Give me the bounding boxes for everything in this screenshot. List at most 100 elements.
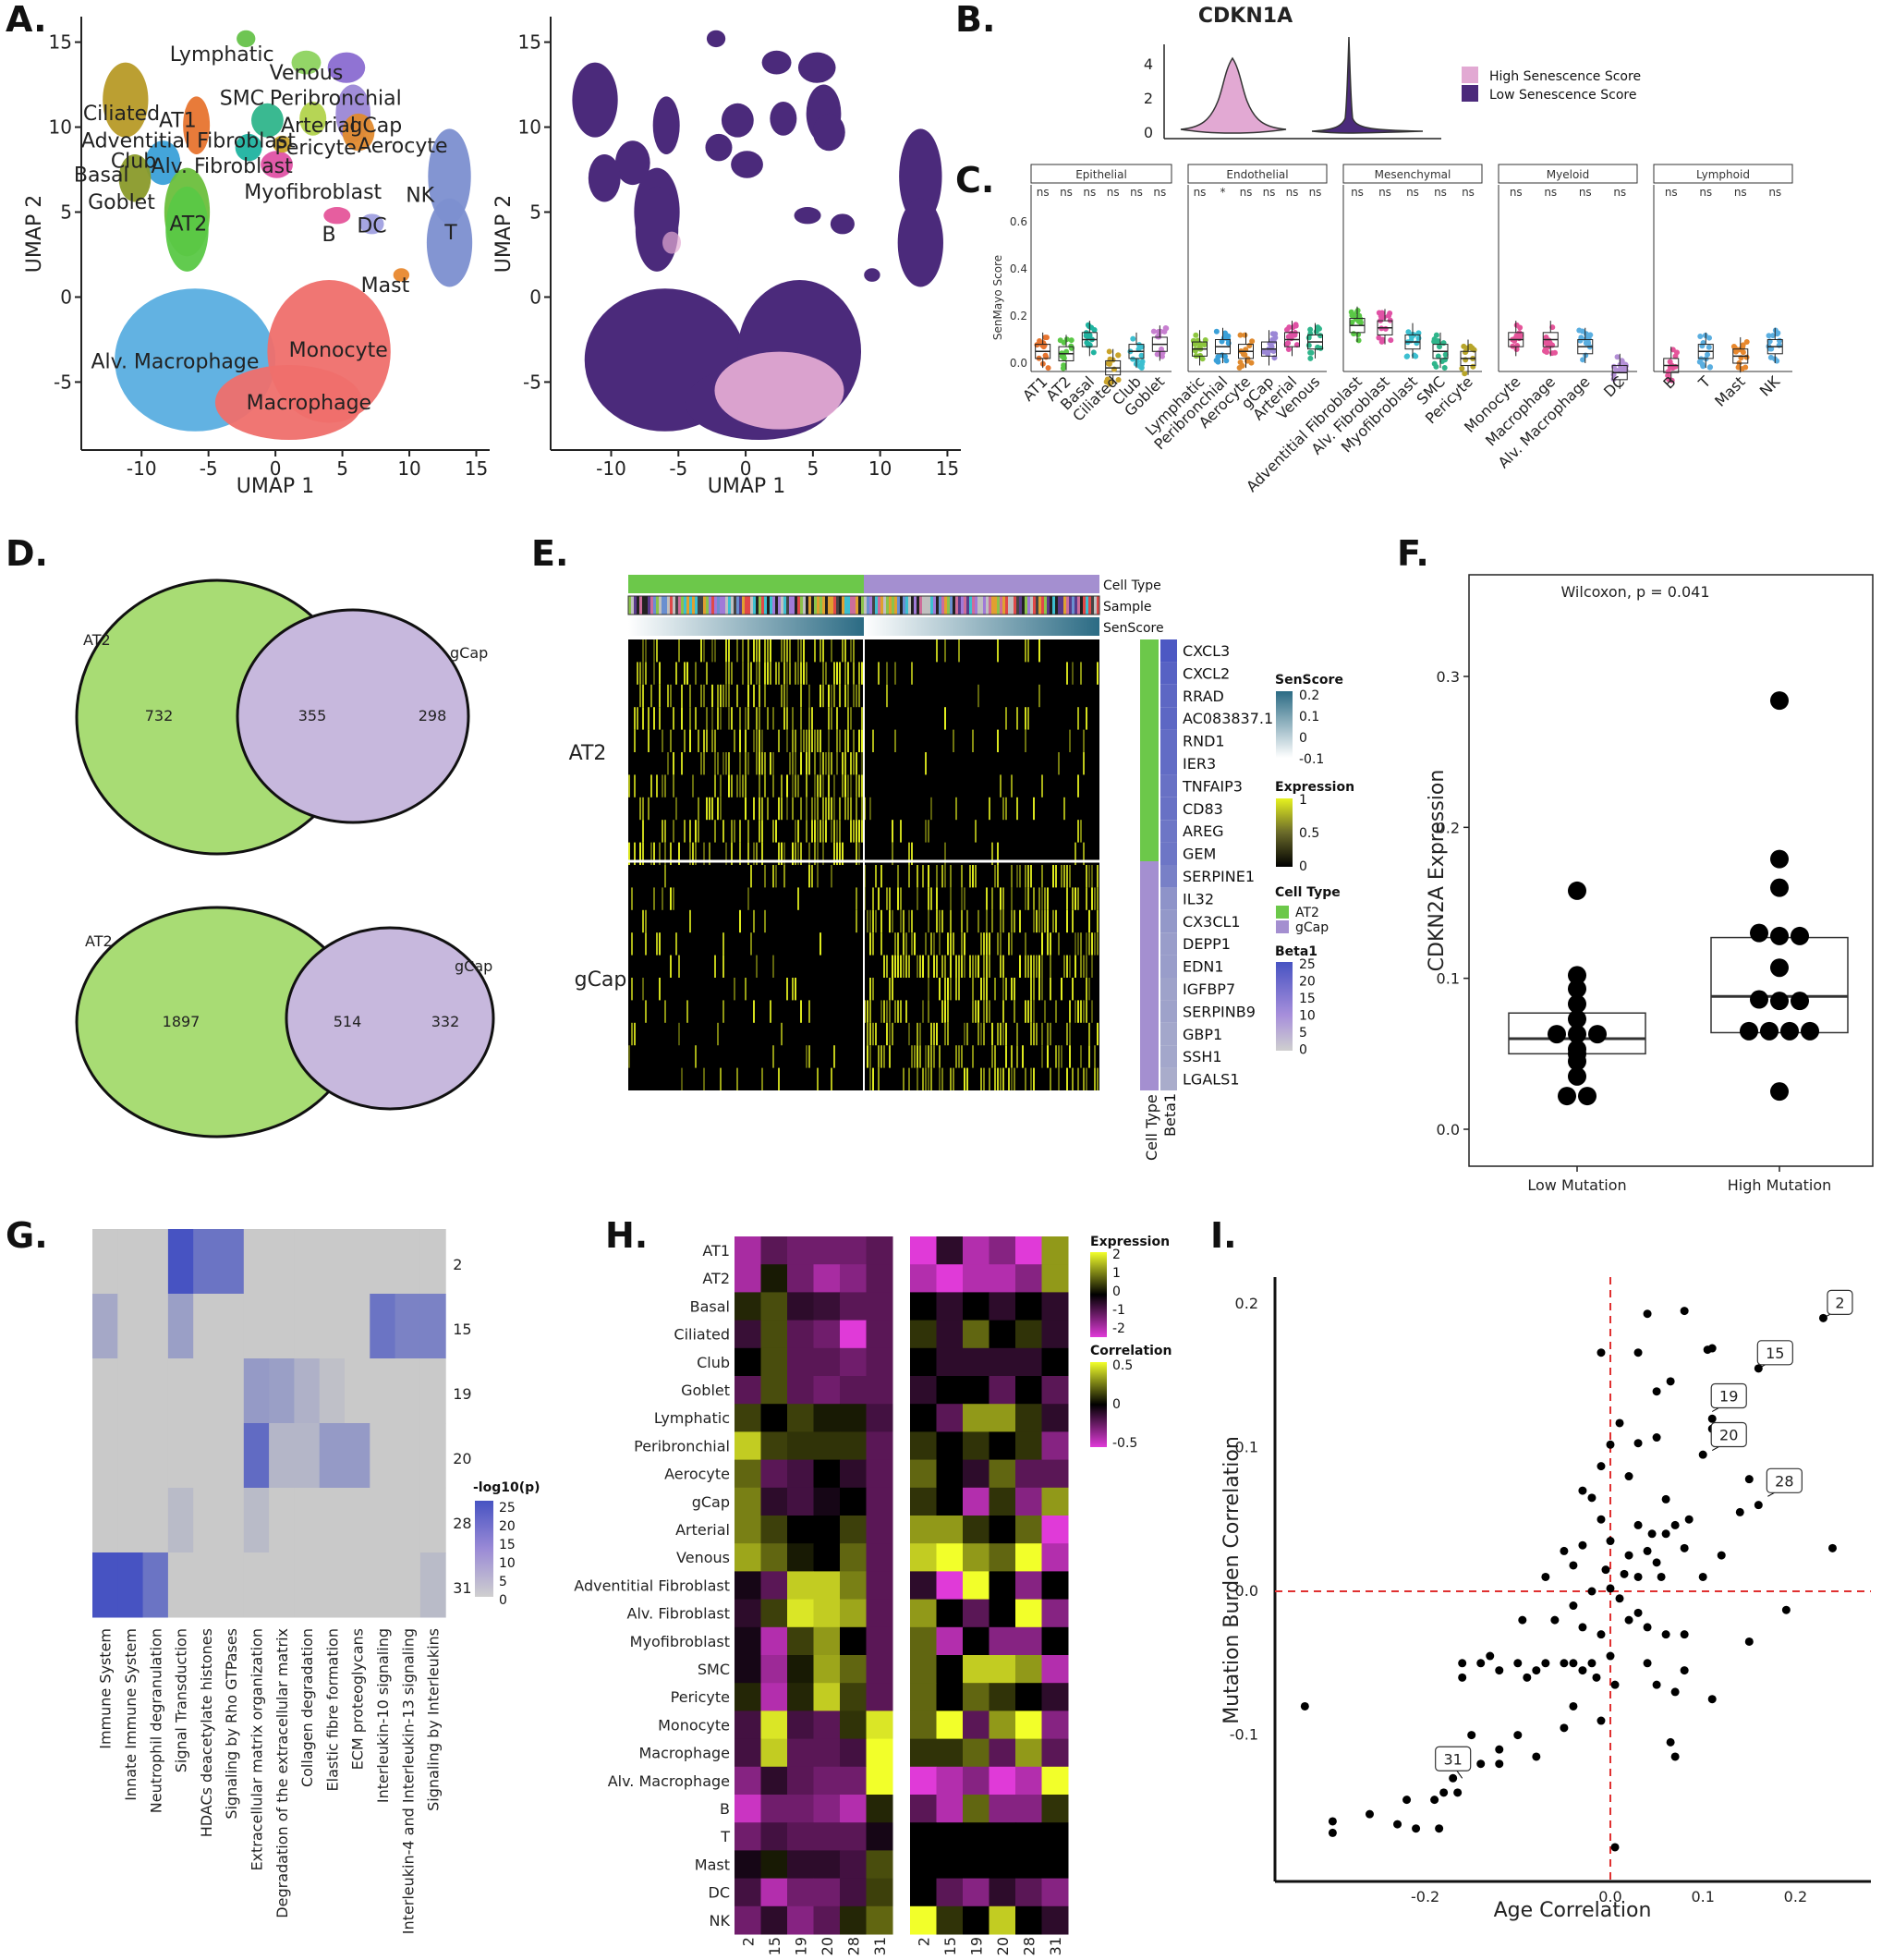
pathway-point — [1647, 1529, 1657, 1539]
beta-cell — [1160, 887, 1177, 910]
expression-cell — [736, 774, 738, 797]
sample-tick — [1061, 596, 1063, 615]
expression-cell — [747, 707, 749, 730]
sample-tick — [678, 596, 681, 615]
data-point — [1085, 334, 1091, 340]
correlation-cell — [1015, 1543, 1042, 1572]
gene-label: CXCL2 — [1183, 664, 1230, 682]
correlation-cell — [936, 1404, 964, 1432]
data-point — [1134, 358, 1140, 364]
correlation-cell — [1041, 1347, 1069, 1377]
violin-ytick: 4 — [1144, 55, 1153, 73]
expression-cell — [664, 1000, 666, 1023]
data-point — [1777, 337, 1783, 344]
expression-cell — [735, 1878, 761, 1907]
expression-cell — [787, 1459, 814, 1489]
expression-cell — [980, 1022, 982, 1046]
expression-cell — [675, 797, 677, 821]
legend-title: Expression — [1090, 1235, 1170, 1249]
expression-cell — [787, 1905, 814, 1935]
expression-cell — [839, 842, 841, 865]
panel-label-A: A. — [6, 0, 47, 40]
pathway-cell — [370, 1294, 396, 1359]
expression-cell — [840, 1347, 867, 1377]
pathway-point — [1569, 1659, 1578, 1668]
pathway-cell — [345, 1488, 370, 1553]
expression-cell — [1088, 909, 1090, 933]
expression-cell — [728, 707, 730, 730]
expression-cell — [670, 887, 672, 910]
pathway-point — [1624, 1615, 1633, 1625]
expression-cell — [936, 1022, 938, 1046]
pathway-cell — [419, 1488, 446, 1553]
expression-cell — [961, 955, 963, 978]
y-tick: 0.1 — [1437, 970, 1460, 988]
expression-cell — [813, 1626, 841, 1656]
expression-cell — [1080, 955, 1082, 978]
cluster-blob — [183, 96, 211, 154]
expression-cell — [731, 707, 733, 730]
correlation-cell — [936, 1459, 964, 1489]
expression-cell — [872, 1067, 874, 1090]
expression-cell — [745, 797, 747, 821]
expression-cell — [856, 797, 857, 821]
expression-cell — [961, 909, 963, 933]
expression-cell — [678, 1022, 680, 1046]
expression-cell — [770, 639, 771, 663]
x-tick: 0.0 — [1598, 1888, 1621, 1905]
expression-cell — [856, 887, 857, 910]
sample-tick — [1088, 596, 1091, 615]
expression-cell — [908, 842, 910, 865]
correlation-cell — [936, 1376, 964, 1405]
expression-cell — [1091, 865, 1093, 888]
expression-cell — [822, 774, 824, 797]
pathway-point — [1532, 1666, 1541, 1675]
umap2-x-label: UMAP 1 — [708, 475, 785, 498]
expression-cell — [844, 684, 846, 708]
correlation-cell — [1041, 1655, 1069, 1684]
pathway-label: Elastic fibre formation — [323, 1628, 341, 1791]
data-point — [1672, 363, 1679, 370]
violin-ytick: 0 — [1144, 124, 1153, 141]
pathway-cell — [345, 1229, 370, 1295]
sample-point — [1770, 958, 1789, 978]
expression-cell — [1038, 909, 1040, 933]
expression-cell — [1083, 842, 1085, 865]
correlation-cell — [989, 1738, 1016, 1768]
expression-cell — [853, 752, 855, 775]
correlation-cell — [910, 1264, 937, 1293]
data-point — [1544, 349, 1550, 356]
sample-tick — [628, 596, 631, 615]
pathway-point — [1476, 1759, 1486, 1769]
expression-cell — [858, 820, 860, 843]
cluster-callout — [1435, 1746, 1472, 1771]
sample-tick — [844, 596, 847, 615]
expression-cell — [936, 887, 938, 910]
expression-cell — [880, 1045, 882, 1068]
pathway-point — [1624, 1472, 1633, 1481]
expression-cell — [892, 1022, 893, 1046]
gene-label: CX3CL1 — [1183, 913, 1241, 931]
cluster-blob — [291, 50, 322, 75]
expression-cell — [637, 662, 638, 685]
expression-cell — [792, 842, 794, 865]
expression-cell — [678, 955, 680, 978]
significance-label: ns — [1351, 186, 1364, 199]
expression-cell — [1011, 887, 1013, 910]
pathway-point — [1513, 1659, 1523, 1668]
expression-cell — [808, 752, 810, 775]
expression-cell — [1027, 865, 1029, 888]
expression-cell — [800, 707, 802, 730]
expression-colorbar — [1276, 798, 1293, 867]
expression-cell — [642, 684, 644, 708]
expression-cell — [731, 662, 733, 685]
correlation-cell — [1041, 1795, 1069, 1823]
cluster-label: AT2 — [170, 213, 208, 237]
cluster-blob — [237, 30, 256, 48]
expression-cell — [875, 909, 877, 933]
cell-region — [588, 153, 621, 202]
expression-cell — [894, 1000, 896, 1023]
sample-tick — [792, 596, 795, 615]
facet-label: Lymphoid — [1696, 168, 1750, 181]
